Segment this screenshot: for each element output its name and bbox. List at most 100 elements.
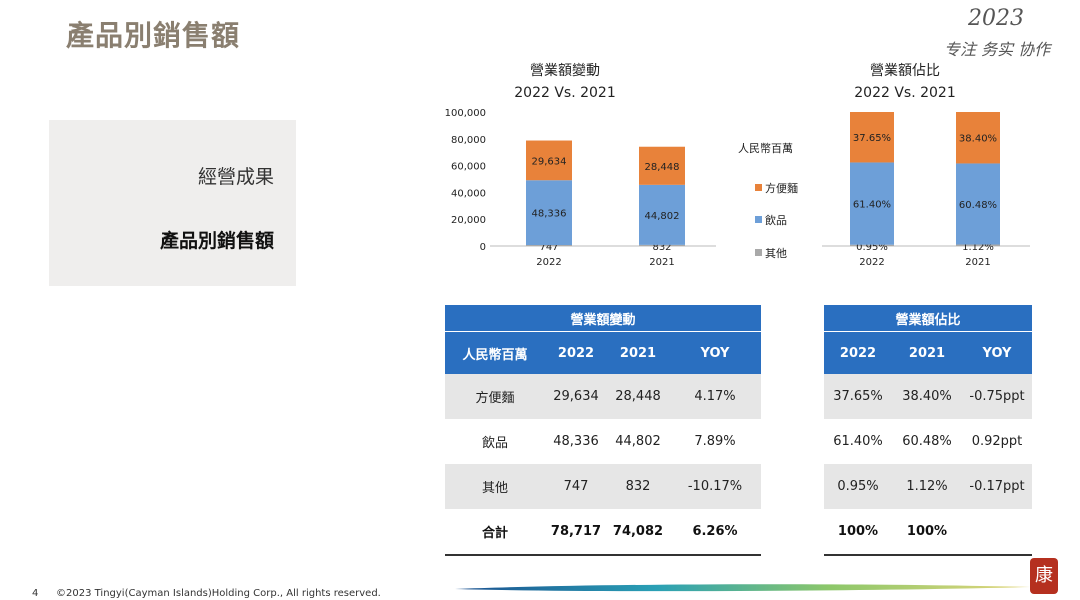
chart2-data-label: 1.12%	[962, 242, 994, 253]
table-revenue-change: 營業額變動 人民幣百萬 2022 2021 YOY 方便麵 29,634 28,…	[445, 305, 761, 556]
decorative-swoosh	[455, 584, 1030, 592]
table-total-row: 合計 78,717 74,082 6.26%	[445, 509, 761, 556]
table1-cell: 28,448	[615, 389, 661, 404]
side-nav-item-results[interactable]: 經營成果	[197, 166, 274, 188]
table2-cell	[962, 509, 1032, 556]
table-row: 37.65% 38.40% -0.75ppt	[824, 374, 1032, 419]
chart2-bar-segment	[850, 162, 894, 245]
table2-cell: 0.95%	[837, 479, 879, 494]
table2-cell: 38.40%	[902, 389, 952, 404]
chart2-data-label: 38.40%	[959, 134, 997, 145]
table1-header-2022: 2022	[545, 331, 607, 374]
table-row: 0.95% 1.12% -0.17ppt	[824, 464, 1032, 509]
table1-cell: 方便麵	[475, 391, 515, 406]
table1-cell: 其他	[481, 481, 508, 496]
table2-cell: 61.40%	[833, 434, 883, 449]
chart2-x-tick-label: 2022	[859, 257, 884, 268]
legend-swatch-others	[755, 249, 762, 256]
footer-copyright: ©2023 Tingyi(Cayman Islands)Holding Corp…	[56, 588, 381, 599]
footer-page-number: 4	[32, 588, 39, 599]
chart1-bar-segment	[526, 180, 572, 245]
chart2-data-label: 60.48%	[959, 200, 997, 211]
legend-swatch-noodles	[755, 184, 762, 191]
chart2-subtitle: 2022 Vs. 2021	[854, 85, 956, 101]
chart1-subtitle: 2022 Vs. 2021	[514, 85, 616, 101]
legend-label-others: 其他	[765, 247, 787, 260]
table-revenue-share: 營業額佔比 2022 2021 YOY 37.65% 38.40% -0.75p…	[824, 305, 1032, 556]
table1-header-yoy: YOY	[669, 331, 761, 374]
table-total-row: 100% 100%	[824, 509, 1032, 556]
table1-cell: 78,717	[545, 509, 607, 556]
legend-label-noodles: 方便麵	[765, 181, 798, 195]
chart-revenue-share: 0.95% 61.40% 37.65% 2022 1.12% 60.48% 38.40% 20…	[822, 112, 1030, 268]
chart1-data-label: 28,448	[645, 162, 680, 173]
table1-cell: 4.17%	[694, 389, 736, 404]
chart2-bar-segment	[850, 112, 894, 163]
table2-header-yoy: YOY	[962, 331, 1032, 374]
chart2-bar-segment	[956, 163, 1000, 245]
table1-cell: 832	[625, 479, 651, 494]
table2-header-2021: 2021	[892, 331, 962, 374]
chart2-data-label: 61.40%	[853, 200, 891, 211]
chart2-x-tick-label: 2021	[965, 257, 990, 268]
table2-cell: -0.17ppt	[969, 479, 1025, 494]
chart1-data-label: 832	[652, 242, 671, 253]
table2-cell: 37.65%	[833, 389, 883, 404]
chart1-title-block: 營業額變動 2022 Vs. 2021	[470, 60, 660, 104]
table1-cell: -10.17%	[687, 479, 743, 494]
chart2-data-label: 37.65%	[853, 133, 891, 144]
page-title: 產品別銷售額	[66, 19, 241, 52]
table1-cell: 74,082	[607, 509, 669, 556]
chart1-bar-segment	[639, 146, 685, 185]
legend-title: 人民幣百萬	[738, 142, 793, 155]
table2-cell: 60.48%	[902, 434, 952, 449]
chart1-data-label: 747	[539, 242, 558, 253]
charts-canvas: 0 20,000 40,000 60,000 80,000 100,000 747 48,33…	[445, 108, 1030, 268]
table1-title: 營業額變動	[445, 305, 761, 332]
table1-cell: 29,634	[553, 389, 599, 404]
brand-slogan: 专注 务实 协作	[944, 40, 1051, 59]
chart1-x-tick-label: 2021	[649, 257, 674, 268]
table-row: 方便麵 29,634 28,448 4.17%	[445, 374, 761, 419]
side-nav-item-product-sales[interactable]: 產品別銷售額	[159, 230, 274, 252]
chart1-ytick-label: 100,000	[445, 108, 486, 119]
table1-cell: 747	[563, 479, 589, 494]
chart1-bar-segment	[639, 244, 685, 246]
chart2-bar-segment	[850, 244, 894, 246]
table1-cell: 飲品	[481, 436, 508, 451]
chart1-data-label: 48,336	[532, 209, 567, 220]
chart1-bar-segment	[639, 184, 685, 245]
chart2-title: 營業額佔比	[870, 63, 940, 79]
chart1-bar-segment	[526, 244, 572, 246]
chart1-ytick-label: 40,000	[451, 188, 486, 199]
table-row: 61.40% 60.48% 0.92ppt	[824, 419, 1032, 464]
table1-cell: 合計	[445, 509, 545, 556]
brand-year: 2023	[968, 6, 1024, 31]
table2-title: 營業額佔比	[824, 305, 1032, 332]
chart1-ytick-label: 80,000	[451, 135, 486, 146]
legend-swatch-beverages	[755, 216, 762, 223]
table-row: 飲品 48,336 44,802 7.89%	[445, 419, 761, 464]
chart2-bar-segment	[956, 244, 1000, 246]
side-nav-panel: 經營成果 產品別銷售額	[49, 120, 296, 286]
chart1-data-label: 44,802	[645, 211, 680, 222]
chart1-ytick-label: 60,000	[451, 162, 486, 173]
table2-cell: 100%	[892, 509, 962, 556]
chart1-data-label: 29,634	[532, 156, 567, 167]
chart2-bar-segment	[956, 112, 1000, 164]
table-row: 其他 747 832 -10.17%	[445, 464, 761, 509]
chart1-ytick-label: 20,000	[451, 215, 486, 226]
chart1-bar-segment	[526, 140, 572, 181]
legend-label-beverages: 飲品	[765, 213, 787, 227]
brand-seal-logo: 康	[1030, 558, 1058, 594]
table1-header-2021: 2021	[607, 331, 669, 374]
table2-cell: 0.92ppt	[971, 434, 1023, 449]
chart-revenue-change: 0 20,000 40,000 60,000 80,000 100,000 747 48,33…	[445, 108, 716, 268]
table2-cell: 100%	[824, 509, 892, 556]
chart1-ytick-label: 0	[480, 242, 486, 253]
table2-header-2022: 2022	[824, 331, 892, 374]
table1-cell: 7.89%	[694, 434, 736, 449]
chart1-title: 營業額變動	[530, 63, 600, 79]
chart-legend: 人民幣百萬 方便麵 飲品 其他	[738, 142, 798, 260]
chart2-title-block: 營業額佔比 2022 Vs. 2021	[810, 60, 1000, 104]
